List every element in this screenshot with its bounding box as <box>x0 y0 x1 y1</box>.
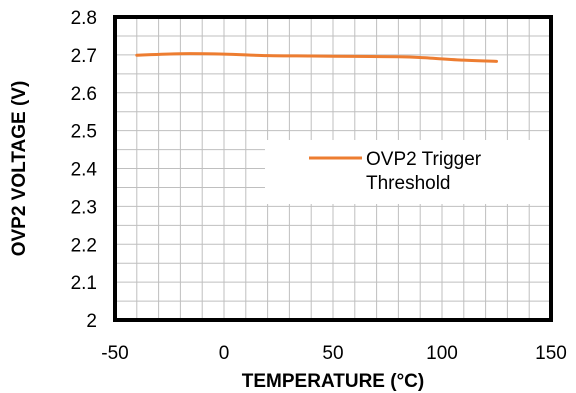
x-tick-labels: -50 0 50 100 150 <box>101 343 567 364</box>
x-axis-title: TEMPERATURE (°C) <box>242 371 424 392</box>
x-tick-label: -50 <box>101 343 128 364</box>
x-tick-label: 150 <box>535 343 567 364</box>
legend-label-line: OVP2 Trigger <box>366 149 482 170</box>
series-line <box>135 52 498 63</box>
y-tick-label: 2.1 <box>71 273 97 294</box>
y-tick-label: 2.5 <box>71 122 97 143</box>
legend-background <box>265 140 549 204</box>
y-tick-label: 2.4 <box>71 160 98 181</box>
legend-label-line: Threshold <box>366 173 451 194</box>
y-tick-label: 2.6 <box>71 84 97 105</box>
y-tick-label: 2.7 <box>71 46 97 67</box>
y-tick-label: 2.8 <box>71 8 97 29</box>
x-tick-label: 100 <box>426 343 458 364</box>
x-tick-label: 0 <box>219 343 230 364</box>
plot-frame <box>113 15 553 322</box>
plot-series <box>135 52 498 63</box>
y-tick-label: 2.2 <box>71 235 97 256</box>
y-tick-label: 2 <box>86 311 97 332</box>
x-tick-label: 50 <box>322 343 343 364</box>
y-tick-label: 2.3 <box>71 197 97 218</box>
y-axis-title: OVP2 VOLTAGE (V) <box>9 81 30 257</box>
y-tick-labels: 2 2.1 2.2 2.3 2.4 2.5 2.6 2.7 2.8 <box>71 8 98 332</box>
legend: OVP2 Trigger Threshold <box>265 140 549 204</box>
legend-label: OVP2 Trigger Threshold <box>366 149 482 194</box>
